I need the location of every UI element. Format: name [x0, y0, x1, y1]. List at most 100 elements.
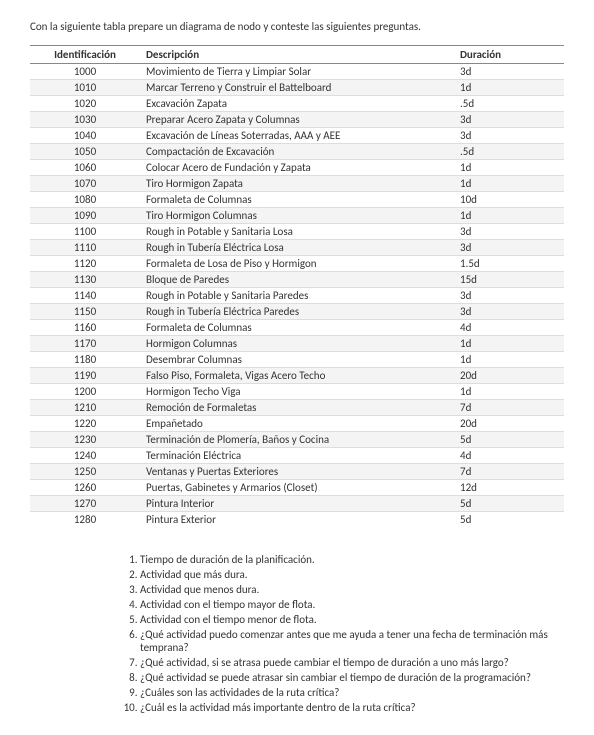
cell-desc: Movimiento de Tierra y Limpiar Solar [140, 64, 454, 80]
table-row: 1070Tiro Hormigon Zapata1d [30, 176, 564, 192]
cell-dur: 1d [454, 80, 564, 96]
question-item: ¿Qué actividad, si se atrasa puede cambi… [140, 655, 564, 670]
table-row: 1140Rough in Potable y Sanitaria Paredes… [30, 288, 564, 304]
cell-dur: 12d [454, 480, 564, 496]
table-row: 1150Rough in Tubería Eléctrica Paredes3d [30, 304, 564, 320]
cell-desc: Colocar Acero de Fundación y Zapata [140, 160, 454, 176]
cell-id: 1180 [30, 352, 140, 368]
header-desc: Descripción [140, 46, 454, 64]
cell-desc: Hormigon Techo Viga [140, 384, 454, 400]
cell-id: 1160 [30, 320, 140, 336]
question-item: ¿Qué actividad se puede atrasar sin camb… [140, 670, 564, 685]
cell-desc: Rough in Potable y Sanitaria Paredes [140, 288, 454, 304]
table-row: 1260Puertas, Gabinetes y Armarios (Close… [30, 480, 564, 496]
table-row: 1250Ventanas y Puertas Exteriores7d [30, 464, 564, 480]
cell-id: 1150 [30, 304, 140, 320]
cell-desc: Rough in Tubería Eléctrica Paredes [140, 304, 454, 320]
cell-desc: Formaleta de Columnas [140, 192, 454, 208]
cell-dur: 10d [454, 192, 564, 208]
cell-desc: Tiro Hormigon Columnas [140, 208, 454, 224]
cell-desc: Desembrar Columnas [140, 352, 454, 368]
table-row: 1230Terminación de Plomería, Baños y Coc… [30, 432, 564, 448]
table-row: 1020Excavación Zapata.5d [30, 96, 564, 112]
cell-dur: 4d [454, 320, 564, 336]
table-row: 1280Pintura Exterior5d [30, 512, 564, 528]
table-row: 1270Pintura Interior5d [30, 496, 564, 512]
cell-dur: 7d [454, 400, 564, 416]
cell-id: 1240 [30, 448, 140, 464]
cell-id: 1040 [30, 128, 140, 144]
activities-table: Identificación Descripción Duración 1000… [30, 45, 564, 527]
question-item: ¿Cuáles son las actividades de la ruta c… [140, 685, 564, 700]
cell-dur: 4d [454, 448, 564, 464]
question-item: Actividad que menos dura. [140, 582, 564, 597]
cell-desc: Excavación de Líneas Soterradas, AAA y A… [140, 128, 454, 144]
cell-dur: 7d [454, 464, 564, 480]
cell-id: 1100 [30, 224, 140, 240]
table-row: 1130Bloque de Paredes15d [30, 272, 564, 288]
cell-desc: Ventanas y Puertas Exteriores [140, 464, 454, 480]
cell-dur: 1d [454, 384, 564, 400]
table-row: 1010Marcar Terreno y Construir el Battel… [30, 80, 564, 96]
question-item: Actividad que más dura. [140, 567, 564, 582]
cell-id: 1020 [30, 96, 140, 112]
cell-id: 1090 [30, 208, 140, 224]
cell-desc: Terminación Eléctrica [140, 448, 454, 464]
cell-id: 1080 [30, 192, 140, 208]
cell-dur: 1d [454, 208, 564, 224]
cell-desc: Puertas, Gabinetes y Armarios (Closet) [140, 480, 454, 496]
cell-dur: 1d [454, 336, 564, 352]
table-row: 1180Desembrar Columnas1d [30, 352, 564, 368]
cell-id: 1000 [30, 64, 140, 80]
cell-desc: Compactación de Excavación [140, 144, 454, 160]
table-row: 1190Falso Piso, Formaleta, Vigas Acero T… [30, 368, 564, 384]
cell-dur: 20d [454, 416, 564, 432]
cell-dur: 15d [454, 272, 564, 288]
table-row: 1160Formaleta de Columnas4d [30, 320, 564, 336]
cell-dur: .5d [454, 96, 564, 112]
cell-id: 1070 [30, 176, 140, 192]
cell-dur: 3d [454, 304, 564, 320]
header-dur: Duración [454, 46, 564, 64]
cell-id: 1140 [30, 288, 140, 304]
cell-desc: Tiro Hormigon Zapata [140, 176, 454, 192]
cell-dur: 1d [454, 352, 564, 368]
table-row: 1060Colocar Acero de Fundación y Zapata1… [30, 160, 564, 176]
cell-dur: 1d [454, 176, 564, 192]
cell-desc: Empañetado [140, 416, 454, 432]
cell-desc: Falso Piso, Formaleta, Vigas Acero Techo [140, 368, 454, 384]
cell-id: 1190 [30, 368, 140, 384]
cell-id: 1170 [30, 336, 140, 352]
cell-dur: 1d [454, 160, 564, 176]
table-header-row: Identificación Descripción Duración [30, 46, 564, 64]
cell-desc: Marcar Terreno y Construir el Battelboar… [140, 80, 454, 96]
question-item: ¿Qué actividad puedo comenzar antes que … [140, 627, 564, 655]
cell-dur: 3d [454, 240, 564, 256]
table-row: 1030Preparar Acero Zapata y Columnas3d [30, 112, 564, 128]
cell-desc: Pintura Interior [140, 496, 454, 512]
cell-dur: 5d [454, 512, 564, 528]
cell-id: 1230 [30, 432, 140, 448]
table-row: 1050Compactación de Excavación.5d [30, 144, 564, 160]
cell-desc: Remoción de Formaletas [140, 400, 454, 416]
question-item: ¿Cuál es la actividad más importante den… [140, 700, 564, 715]
table-row: 1100Rough in Potable y Sanitaria Losa3d [30, 224, 564, 240]
table-row: 1120Formaleta de Losa de Piso y Hormigon… [30, 256, 564, 272]
cell-id: 1050 [30, 144, 140, 160]
table-row: 1200Hormigon Techo Viga1d [30, 384, 564, 400]
question-item: Actividad con el tiempo menor de flota. [140, 612, 564, 627]
question-item: Tiempo de duración de la planificación. [140, 552, 564, 567]
cell-dur: 3d [454, 288, 564, 304]
cell-id: 1210 [30, 400, 140, 416]
cell-desc: Terminación de Plomería, Baños y Cocina [140, 432, 454, 448]
intro-text: Con la siguiente tabla prepare un diagra… [30, 20, 564, 33]
cell-id: 1280 [30, 512, 140, 528]
cell-dur: .5d [454, 144, 564, 160]
question-item: Actividad con el tiempo mayor de flota. [140, 597, 564, 612]
cell-desc: Pintura Exterior [140, 512, 454, 528]
cell-id: 1030 [30, 112, 140, 128]
cell-id: 1060 [30, 160, 140, 176]
header-id: Identificación [30, 46, 140, 64]
table-row: 1240Terminación Eléctrica4d [30, 448, 564, 464]
cell-id: 1200 [30, 384, 140, 400]
